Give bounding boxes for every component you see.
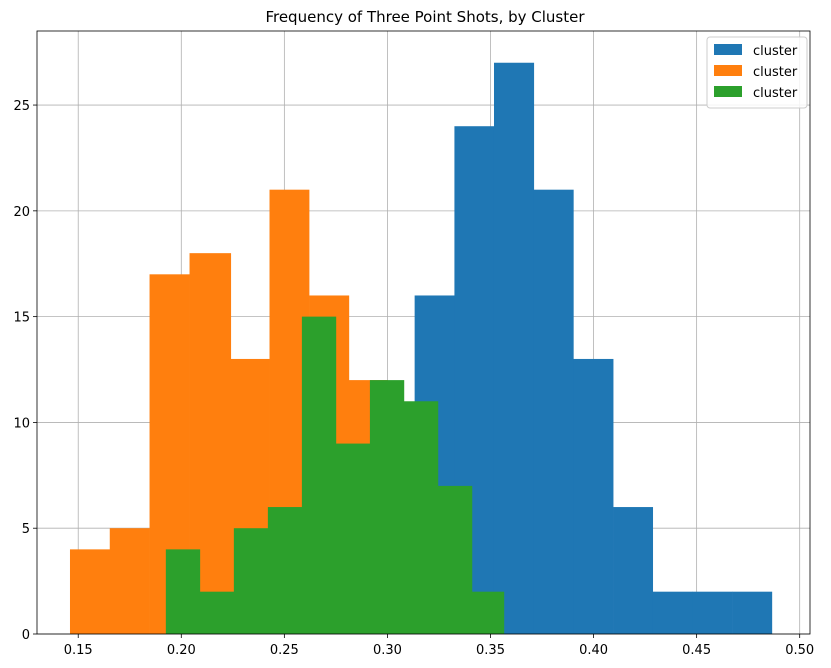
histogram-bar: [437, 485, 473, 634]
legend-swatch: [714, 65, 742, 76]
x-tick-label: 0.30: [373, 643, 402, 658]
legend-label: cluster: [753, 86, 798, 101]
x-tick-label: 0.50: [785, 643, 814, 658]
chart-title: Frequency of Three Point Shots, by Clust…: [265, 8, 585, 26]
histogram-bar: [403, 401, 439, 634]
x-tick-label: 0.40: [579, 643, 608, 658]
plot-area: 0.15 0.20 0.25 0.30 0.35 0.40 0.45 0.50 0 5 10 15 20…: [13, 30, 814, 658]
x-tick-label: 0.25: [270, 643, 299, 658]
x-tick-label: 0.35: [476, 643, 505, 658]
y-tick-label: 5: [22, 522, 30, 537]
histogram-bar: [233, 528, 269, 634]
legend-label: cluster: [753, 44, 798, 59]
histogram-bar: [69, 549, 111, 634]
y-tick-label: 20: [13, 205, 30, 220]
histogram-bar: [573, 358, 614, 634]
y-tick-label: 0: [22, 628, 30, 643]
histogram-bar: [613, 507, 654, 634]
y-tick-label: 15: [13, 311, 30, 326]
histogram-bar: [335, 443, 371, 634]
histogram-bar: [369, 380, 405, 634]
x-tick-label: 0.20: [167, 643, 196, 658]
histogram-bar: [732, 591, 773, 634]
histogram-bar: [692, 591, 733, 634]
y-tick-label: 10: [13, 416, 30, 431]
legend-swatch: [714, 44, 742, 55]
legend-label: cluster: [753, 65, 798, 80]
histogram-bar: [533, 189, 574, 634]
series-3: [165, 316, 505, 634]
axes-frame: [36, 30, 811, 635]
histogram-bar: [471, 591, 505, 634]
histogram-bar: [165, 549, 201, 634]
y-tick-label: 25: [13, 99, 30, 114]
x-tick-label: 0.15: [64, 643, 93, 658]
histogram-bar: [109, 528, 150, 634]
histogram-bar: [267, 507, 303, 634]
legend-swatch: [714, 86, 742, 97]
x-tick-label: 0.45: [682, 643, 711, 658]
histogram-bar: [493, 62, 535, 635]
legend: cluster cluster cluster: [706, 36, 808, 109]
histogram-bar: [199, 591, 235, 634]
histogram-bar: [301, 316, 337, 634]
histogram-bar: [652, 591, 693, 634]
